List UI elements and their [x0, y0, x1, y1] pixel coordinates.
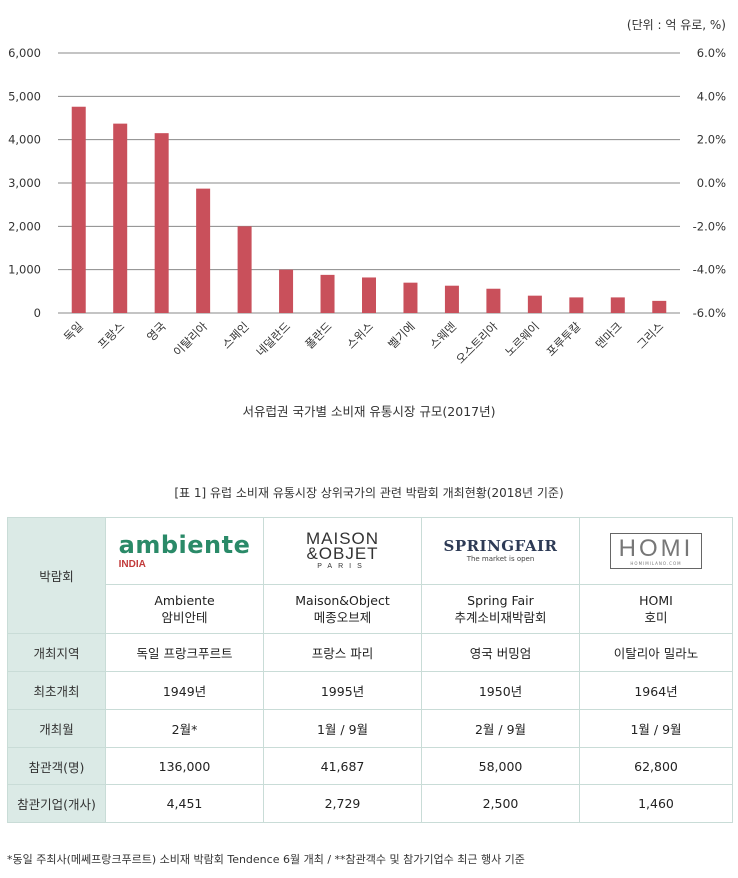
unit-note: (단위 : 억 유로, %)	[627, 18, 726, 32]
y-tick-label: 3,000	[8, 176, 41, 190]
y-tick-label: 1,000	[8, 263, 41, 277]
table-cell: 1964년	[579, 671, 733, 710]
y2-tick-label: -6.0%	[693, 306, 726, 320]
x-tick-label: 오스트리아	[453, 319, 501, 367]
chart-title: 서유럽권 국가별 소비재 유통시장 규모(2017년)	[242, 404, 496, 419]
table-cell: 1월 / 9월	[263, 709, 422, 748]
x-tick-label: 스페인	[219, 319, 251, 351]
table-row: 최초개최 1949년 1995년 1950년 1964년	[7, 671, 733, 710]
table-cell: 1995년	[263, 671, 422, 710]
table-cell: 프랑스 파리	[263, 633, 422, 672]
row-label: 개최지역	[7, 633, 106, 672]
ambiente-logo-cell: ambiente INDIA	[105, 517, 264, 585]
table-cell: 1950년	[421, 671, 580, 710]
x-tick-label: 벨기에	[385, 319, 417, 351]
homi-logo: HOMI HOMIMILANO.COM	[609, 533, 703, 569]
bar	[527, 295, 542, 313]
bar	[403, 282, 418, 313]
maison-logo-cell: MAISON &OBJET PARIS	[263, 517, 422, 585]
y-axis-left: 0 1,000 2,000 3,000 4,000 5,000 6,000	[8, 46, 41, 320]
footnote: *동일 주최사(메쎄프랑크푸르트) 소비재 박람회 Tendence 6월 개최…	[7, 853, 525, 866]
y2-tick-label: 4.0%	[697, 89, 726, 103]
y2-tick-label: 2.0%	[697, 133, 726, 147]
table-cell: 2,500	[421, 784, 580, 823]
ambiente-logo: ambiente INDIA	[118, 530, 251, 570]
x-tick-label: 노르웨이	[502, 319, 542, 359]
fair-name: Maison&Object 메종오브제	[263, 584, 422, 634]
gridlines	[58, 52, 680, 314]
x-tick-label: 프랑스	[95, 319, 127, 351]
bar	[652, 300, 667, 313]
y-tick-label: 6,000	[8, 46, 41, 60]
table-cell: 136,000	[105, 747, 264, 785]
fair-name: Spring Fair 추계소비재박람회	[421, 584, 580, 634]
table-cell: 2,729	[263, 784, 422, 823]
x-tick-label: 스웨덴	[427, 319, 459, 351]
bar-chart: (단위 : 억 유로, %) 0 1,000 2,000 3,000 4,000 5,00…	[8, 18, 726, 367]
x-tick-label: 스위스	[344, 319, 376, 351]
fair-name: HOMI 호미	[579, 584, 733, 634]
table-cell: 2월 / 9월	[421, 709, 580, 748]
spring-logo-cell: SPRINGFAIR The market is open	[421, 517, 580, 585]
maison-objet-logo: MAISON &OBJET PARIS	[305, 529, 380, 570]
x-tick-label: 폴란드	[302, 319, 334, 351]
y2-tick-label: 0.0%	[697, 176, 726, 190]
table-cell: 2월*	[105, 709, 264, 748]
table-cell: 독일 프랑크푸르트	[105, 633, 264, 672]
table-cell: 41,687	[263, 747, 422, 785]
header-label: 박람회	[7, 517, 106, 634]
bar	[196, 188, 211, 313]
homi-logo-cell: HOMI HOMIMILANO.COM	[579, 517, 733, 585]
y2-tick-label: -4.0%	[693, 263, 726, 277]
x-tick-label: 영국	[144, 319, 169, 344]
y2-tick-label: -2.0%	[693, 219, 726, 233]
x-tick-label: 그리스	[634, 319, 666, 351]
x-tick-label: 네덜란드	[253, 319, 293, 359]
bar	[569, 297, 584, 313]
bar	[362, 277, 376, 313]
table-cell: 4,451	[105, 784, 264, 823]
table-cell: 1,460	[579, 784, 733, 823]
table-title: [표 1] 유럽 소비재 유통시장 상위국가의 관련 박람회 개최현황(2018…	[174, 486, 564, 500]
table-row: 개최월 2월* 1월 / 9월 2월 / 9월 1월 / 9월	[7, 709, 733, 748]
row-label: 최초개최	[7, 671, 106, 710]
table-row: 개최지역 독일 프랑크푸르트 프랑스 파리 영국 버밍엄 이탈리아 밀라노	[7, 633, 733, 672]
y-tick-label: 2,000	[8, 219, 41, 233]
row-label: 개최월	[7, 709, 106, 748]
x-tick-label: 이탈리아	[170, 319, 210, 359]
spring-fair-logo: SPRINGFAIR The market is open	[443, 536, 558, 563]
table-cell: 62,800	[579, 747, 733, 785]
bar	[444, 285, 459, 313]
y2-tick-label: 6.0%	[697, 46, 726, 60]
bar	[237, 226, 252, 313]
bar	[71, 106, 86, 313]
bars	[71, 106, 667, 313]
bar	[113, 123, 128, 313]
table-cell: 이탈리아 밀라노	[579, 633, 733, 672]
x-tick-label: 포루투칼	[544, 319, 584, 359]
bar	[154, 133, 169, 313]
fair-table: 박람회 ambiente INDIA MAISON &OBJET PARIS S…	[7, 517, 733, 823]
table-cell: 영국 버밍엄	[421, 633, 580, 672]
bar	[486, 288, 501, 313]
x-tick-label: 덴마크	[593, 319, 625, 351]
table-cell: 58,000	[421, 747, 580, 785]
row-label: 참관기업(개사)	[7, 784, 106, 823]
bar	[320, 274, 335, 313]
x-tick-label: 독일	[61, 319, 86, 344]
row-label: 참관객(명)	[7, 747, 106, 785]
y-axis-right: -6.0% -4.0% -2.0% 0.0% 2.0% 4.0% 6.0%	[693, 46, 726, 320]
table-cell: 1월 / 9월	[579, 709, 733, 748]
fair-name: Ambiente 암비안테	[105, 584, 264, 634]
table-row: 참관객(명) 136,000 41,687 58,000 62,800	[7, 747, 733, 785]
y-tick-label: 5,000	[8, 89, 41, 103]
table-cell: 1949년	[105, 671, 264, 710]
table-row: 참관기업(개사) 4,451 2,729 2,500 1,460	[7, 784, 733, 823]
bar	[279, 269, 294, 313]
y-tick-label: 0	[34, 306, 41, 320]
y-tick-label: 4,000	[8, 133, 41, 147]
bar	[610, 297, 625, 313]
